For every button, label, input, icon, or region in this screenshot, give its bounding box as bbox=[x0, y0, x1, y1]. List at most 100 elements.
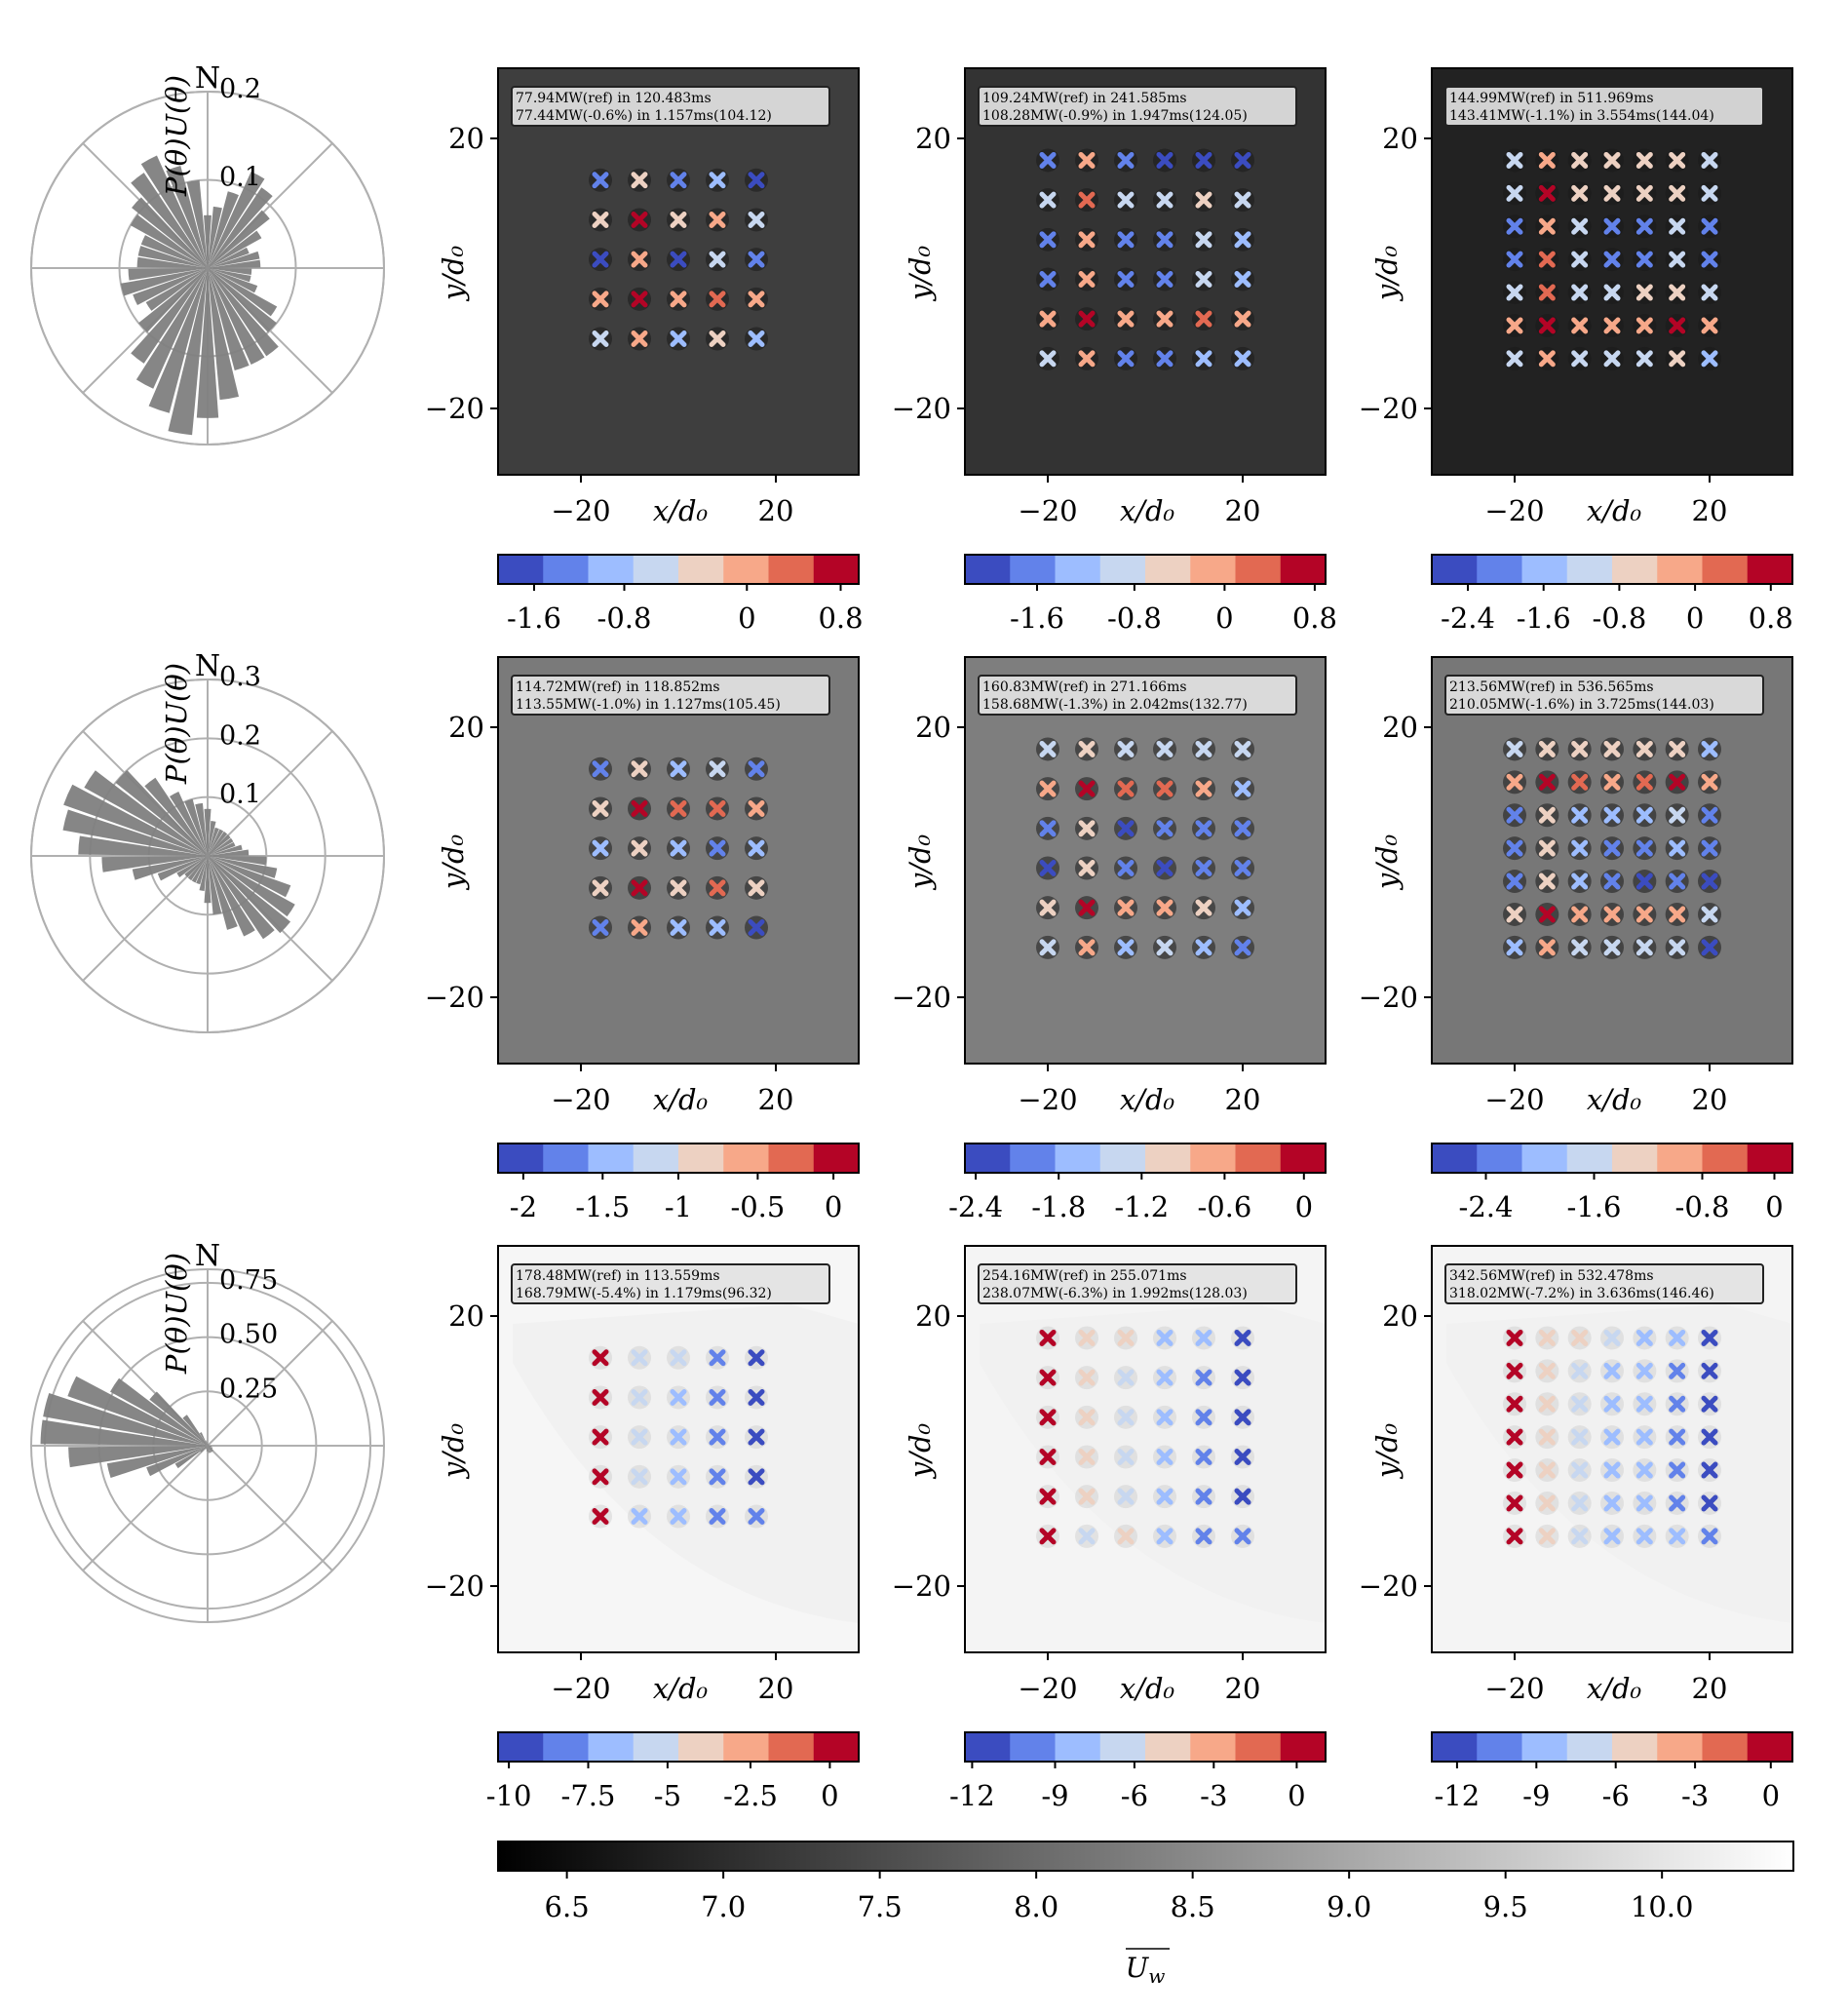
colorbar-tick-label: -12 bbox=[949, 1779, 995, 1812]
y-axis-label: y/d₀ bbox=[904, 245, 937, 302]
x-tick-label: 20 bbox=[758, 1672, 794, 1705]
colorbar-segment bbox=[634, 1732, 679, 1762]
colorbar-segment bbox=[634, 1144, 679, 1173]
polar-rtick-label: 0.75 bbox=[219, 1265, 278, 1296]
polar-plot-0: 0.10.2NP(θ)U(θ) bbox=[31, 61, 384, 445]
colorbar-segment bbox=[1567, 1144, 1613, 1173]
colorbar-segment bbox=[1703, 1732, 1749, 1762]
colorbar-segment bbox=[1145, 1732, 1191, 1762]
polar-north-label: N bbox=[195, 649, 220, 683]
colorbar-tick-label: -0.5 bbox=[730, 1190, 785, 1223]
info-ref: 144.99MW(ref) in 511.969ms bbox=[1449, 91, 1654, 106]
panel-r1-c0: 114.72MW(ref) in 118.852ms113.55MW(-1.0%… bbox=[425, 657, 860, 1223]
x-tick-label: −20 bbox=[551, 494, 610, 527]
colorbar-tick-label: 0 bbox=[738, 601, 755, 635]
info-approx: 318.02MW(-7.2%) in 3.636ms(146.46) bbox=[1449, 1286, 1714, 1301]
colorbar-segment bbox=[1612, 1732, 1658, 1762]
colorbar-tick-label: -1.2 bbox=[1114, 1190, 1169, 1223]
x-tick-label: 20 bbox=[1225, 1672, 1261, 1705]
panel-r2-c0: 178.48MW(ref) in 113.559ms168.79MW(-5.4%… bbox=[425, 1246, 860, 1812]
colorbar-tick-label: 0 bbox=[1295, 1190, 1313, 1223]
polar-rtick-label: 0.2 bbox=[219, 74, 261, 104]
info-ref: 160.83MW(ref) in 271.166ms bbox=[982, 679, 1187, 695]
y-axis-label: y/d₀ bbox=[437, 1422, 470, 1480]
colorbar-segment bbox=[1748, 1144, 1793, 1173]
colorbar-segment bbox=[1100, 1732, 1146, 1762]
colorbar-segment bbox=[1190, 1144, 1236, 1173]
panel-background bbox=[965, 68, 1326, 475]
polar-north-label: N bbox=[195, 61, 220, 96]
y-axis-label: y/d₀ bbox=[1370, 245, 1404, 302]
x-axis-label: x/d₀ bbox=[1120, 494, 1175, 527]
x-tick-label: 20 bbox=[758, 494, 794, 527]
colorbar-segment bbox=[1100, 1144, 1146, 1173]
panel-r0-c1: 109.24MW(ref) in 241.585ms108.28MW(-0.9%… bbox=[892, 68, 1337, 635]
colorbar-segment bbox=[723, 1732, 769, 1762]
polar-ylabel: P(θ)U(θ) bbox=[160, 75, 193, 197]
x-axis-label: x/d₀ bbox=[1120, 1083, 1175, 1116]
colorbar-tick-label: -5 bbox=[654, 1779, 681, 1812]
colorbar-segment bbox=[543, 1732, 589, 1762]
y-tick-label: −20 bbox=[1359, 1570, 1418, 1603]
colorbar-tick-label: -3 bbox=[1200, 1779, 1227, 1812]
panel-r1-c2: 213.56MW(ref) in 536.565ms210.05MW(-1.6%… bbox=[1359, 657, 1793, 1223]
colorbar-tick-label: -2.4 bbox=[1441, 601, 1495, 635]
colorbar-segment bbox=[1703, 555, 1749, 584]
info-approx: 113.55MW(-1.0%) in 1.127ms(105.45) bbox=[516, 697, 781, 713]
x-tick-label: 20 bbox=[1225, 494, 1261, 527]
x-axis-label: x/d₀ bbox=[1587, 1672, 1642, 1705]
colorbar-segment bbox=[1567, 1732, 1613, 1762]
colorbar-segment bbox=[723, 1144, 769, 1173]
x-axis-label: x/d₀ bbox=[1587, 494, 1642, 527]
colorbar-segment bbox=[1100, 555, 1146, 584]
colorbar-segment bbox=[965, 555, 1011, 584]
x-tick-label: −20 bbox=[551, 1672, 610, 1705]
main-colorbar-bar bbox=[498, 1842, 1793, 1871]
colorbar-tick-label: -1 bbox=[665, 1190, 692, 1223]
colorbar-tick-label: -6 bbox=[1121, 1779, 1148, 1812]
colorbar-segment bbox=[965, 1732, 1011, 1762]
colorbar-tick-label: -9 bbox=[1522, 1779, 1550, 1812]
colorbar-tick-label: -12 bbox=[1435, 1779, 1481, 1812]
polar-plots: 0.10.2NP(θ)U(θ)0.10.20.3NP(θ)U(θ)0.250.5… bbox=[31, 61, 384, 1622]
y-tick-label: −20 bbox=[1359, 392, 1418, 425]
y-tick-label: 20 bbox=[448, 122, 484, 155]
info-ref: 77.94MW(ref) in 120.483ms bbox=[516, 91, 712, 106]
y-tick-label: 20 bbox=[915, 1299, 951, 1333]
panel-r1-c1: 160.83MW(ref) in 271.166ms158.68MW(-1.3%… bbox=[892, 657, 1327, 1223]
info-approx: 108.28MW(-0.9%) in 1.947ms(124.05) bbox=[982, 108, 1248, 124]
colorbar-segment bbox=[498, 555, 544, 584]
x-tick-label: 20 bbox=[1692, 1083, 1728, 1116]
colorbar-segment bbox=[678, 1144, 724, 1173]
colorbar-segment bbox=[543, 1144, 589, 1173]
colorbar-tick-label: 0 bbox=[1765, 1190, 1783, 1223]
colorbar-segment bbox=[1612, 555, 1658, 584]
colorbar-tick-label: -2.4 bbox=[948, 1190, 1003, 1223]
y-axis-label: y/d₀ bbox=[437, 834, 470, 891]
colorbar-segment bbox=[769, 555, 815, 584]
y-tick-label: −20 bbox=[892, 981, 951, 1014]
x-tick-label: 20 bbox=[1692, 494, 1728, 527]
colorbar-tick-label: -1.8 bbox=[1031, 1190, 1086, 1223]
polar-north-label: N bbox=[195, 1239, 220, 1273]
polar-ylabel: P(θ)U(θ) bbox=[160, 663, 193, 785]
info-approx: 77.44MW(-0.6%) in 1.157ms(104.12) bbox=[516, 108, 772, 124]
main-colorbar-tick-label: 6.5 bbox=[545, 1890, 590, 1923]
info-ref: 213.56MW(ref) in 536.565ms bbox=[1449, 679, 1654, 695]
colorbar-tick-label: 0.8 bbox=[1749, 601, 1793, 635]
panel-background bbox=[1432, 68, 1792, 475]
info-approx: 143.41MW(-1.1%) in 3.554ms(144.04) bbox=[1449, 108, 1714, 124]
polar-rtick-label: 0.1 bbox=[219, 780, 261, 810]
x-tick-label: −20 bbox=[1018, 1083, 1077, 1116]
info-approx: 168.79MW(-5.4%) in 1.179ms(96.32) bbox=[516, 1286, 772, 1301]
colorbar-segment bbox=[1236, 1732, 1282, 1762]
colorbar-segment bbox=[1612, 1144, 1658, 1173]
